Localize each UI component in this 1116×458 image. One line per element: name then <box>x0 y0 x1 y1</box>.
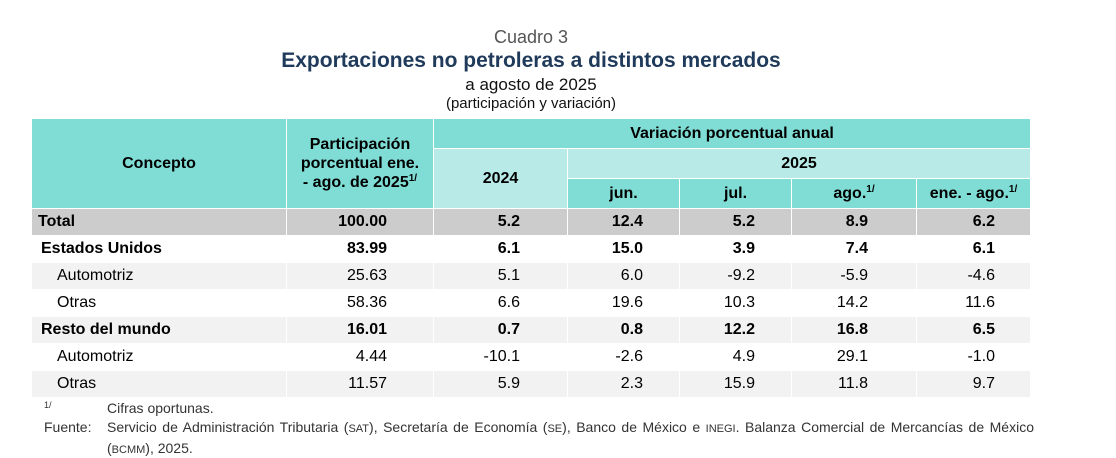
cell-participacion: 100.00 <box>286 208 434 236</box>
table-row-rm-automotriz: Automotriz 4.44 -10.1 -2.6 4.9 29.1 -1.0 <box>31 343 1032 371</box>
cell-jun: 2.3 <box>567 370 680 398</box>
cell-2024: 5.2 <box>433 208 568 236</box>
table-number: Cuadro 3 <box>493 27 569 47</box>
cell-concepto: Otras <box>31 370 287 398</box>
cell-ene-ago: 6.5 <box>915 316 1032 344</box>
cell-jun: 15.0 <box>567 235 680 263</box>
cell-ago: 14.2 <box>791 289 917 317</box>
cell-jun: 19.6 <box>567 289 680 317</box>
cell-concepto: Otras <box>31 289 287 317</box>
header-variacion: Variación porcentual anual <box>432 118 1032 149</box>
footnote-text: Cifras oportunas. <box>107 400 214 416</box>
source-text: Servicio de Administración Tributaria (S… <box>107 419 1034 456</box>
cell-ago: 8.9 <box>791 208 917 236</box>
table-row-total: Total 100.00 5.2 12.4 5.2 8.9 6.2 <box>31 208 1032 236</box>
cell-ago: 16.8 <box>791 316 917 344</box>
table-subtitle: a agosto de 2025 <box>465 75 597 94</box>
cell-jul: 15.9 <box>679 370 792 398</box>
cell-participacion: 25.63 <box>286 262 434 290</box>
source-note: Fuente: Servicio de Administración Tribu… <box>44 418 1034 458</box>
cell-2024: 5.1 <box>433 262 568 290</box>
table-caption: Cuadro 3 Exportaciones no petroleras a d… <box>0 26 1062 112</box>
cell-jun: 0.8 <box>567 316 680 344</box>
table-units: (participación y variación) <box>445 95 617 112</box>
table-row-rm-otras: Otras 11.57 5.9 2.3 15.9 11.8 9.7 <box>31 370 1032 398</box>
cell-2024: 6.6 <box>433 289 568 317</box>
table-row-resto-del-mundo: Resto del mundo 16.01 0.7 0.8 12.2 16.8 … <box>31 316 1032 344</box>
cell-2024: 5.9 <box>433 370 568 398</box>
source-label: Fuente: <box>44 419 92 435</box>
header-participacion: Participación porcentual ene. - ago. de … <box>286 118 434 209</box>
cell-participacion: 4.44 <box>286 343 434 371</box>
cell-participacion: 83.99 <box>286 235 434 263</box>
cell-ago: -5.9 <box>791 262 917 290</box>
cell-ago: 7.4 <box>791 235 917 263</box>
cell-ene-ago: 6.2 <box>915 208 1032 236</box>
cell-concepto: Automotriz <box>31 343 287 371</box>
header-year-2024: 2024 <box>433 148 568 209</box>
cell-ene-ago: 9.7 <box>915 370 1032 398</box>
cell-ene-ago: -4.6 <box>915 262 1032 290</box>
cell-participacion: 11.57 <box>286 370 434 398</box>
header-month-ene-ago: ene. - ago.1/ <box>915 178 1032 209</box>
cell-concepto: Resto del mundo <box>31 316 287 344</box>
cell-2024: -10.1 <box>433 343 568 371</box>
table-row-eu-automotriz: Automotriz 25.63 5.1 6.0 -9.2 -5.9 -4.6 <box>31 262 1032 290</box>
cell-2024: 0.7 <box>433 316 568 344</box>
header-concepto: Concepto <box>31 118 287 209</box>
cell-jul: -9.2 <box>679 262 792 290</box>
table-title: Exportaciones no petroleras a distintos … <box>281 49 781 72</box>
cell-concepto: Automotriz <box>31 262 287 290</box>
cell-jun: -2.6 <box>567 343 680 371</box>
table-row-eu-otras: Otras 58.36 6.6 19.6 10.3 14.2 11.6 <box>31 289 1032 317</box>
cell-participacion: 58.36 <box>286 289 434 317</box>
cell-ago: 29.1 <box>791 343 917 371</box>
footnote-marker: 1/ <box>44 400 52 410</box>
header-month-jun: jun. <box>567 178 680 209</box>
cell-ene-ago: 11.6 <box>915 289 1032 317</box>
header-month-ago: ago.1/ <box>791 178 917 209</box>
header-month-jul: jul. <box>679 178 792 209</box>
exports-table: Concepto Participación porcentual ene. -… <box>31 118 1032 398</box>
cell-ene-ago: -1.0 <box>915 343 1032 371</box>
cell-jul: 10.3 <box>679 289 792 317</box>
cell-jul: 3.9 <box>679 235 792 263</box>
cell-jul: 5.2 <box>679 208 792 236</box>
table-row-estados-unidos: Estados Unidos 83.99 6.1 15.0 3.9 7.4 6.… <box>31 235 1032 263</box>
cell-participacion: 16.01 <box>286 316 434 344</box>
cell-concepto: Estados Unidos <box>31 235 287 263</box>
cell-2024: 6.1 <box>433 235 568 263</box>
header-year-2025: 2025 <box>566 148 1032 179</box>
cell-ago: 11.8 <box>791 370 917 398</box>
cell-jul: 4.9 <box>679 343 792 371</box>
cell-jul: 12.2 <box>679 316 792 344</box>
cell-ene-ago: 6.1 <box>915 235 1032 263</box>
cell-jun: 12.4 <box>567 208 680 236</box>
cell-jun: 6.0 <box>567 262 680 290</box>
footnote-1: 1/ Cifras oportunas. <box>44 399 1034 418</box>
cell-concepto: Total <box>31 208 287 236</box>
footnotes: 1/ Cifras oportunas. Fuente: Servicio de… <box>44 399 1034 458</box>
